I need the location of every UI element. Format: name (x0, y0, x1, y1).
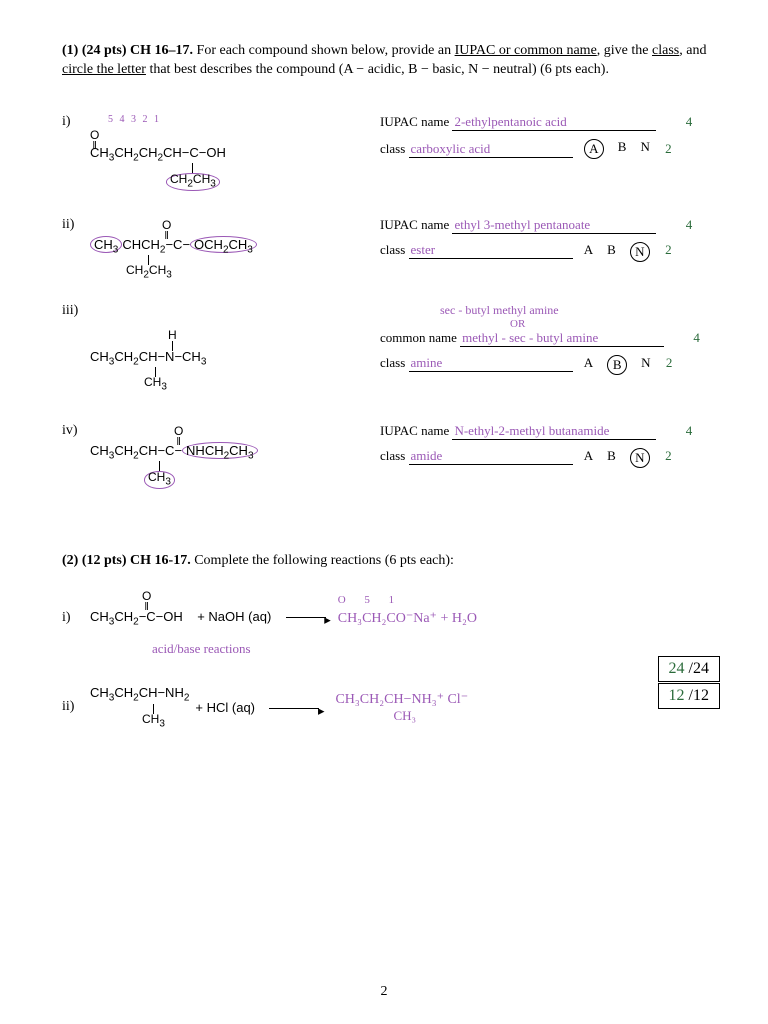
class-label: class (380, 141, 405, 156)
score-q2: 12 /12 (658, 683, 720, 709)
score-q1: 24 /24 (658, 656, 720, 682)
q2-item-ii: ii) CH3CH2CH−NH2 CH3 + HCl (aq) ▸ CH₃CH₂… (62, 685, 718, 729)
item-label: iii) (62, 303, 90, 319)
reaction-product: CH₃CH₂CH−NH₃⁺ Cl⁻ CH₃ (335, 691, 468, 724)
worksheet-page: (1) (24 pts) CH 16–17. For each compound… (0, 0, 768, 729)
arrow-icon: ▸ (286, 617, 326, 618)
q1-item-ii: ii) O‖ CH3CHCH2−C−OCH2CH3 CH2CH3 IUPAC n… (62, 217, 718, 281)
page-number: 2 (0, 984, 768, 1000)
name-answer: 2-ethylpentanoic acid (452, 114, 656, 131)
arrow-icon: ▸ (269, 708, 319, 709)
item-label: iv) (62, 423, 90, 439)
q1-item-iii: iii) H CH3CH2CH−N−CH3 CH3 sec - butyl me… (62, 303, 718, 393)
pts-mark: 4 (686, 114, 693, 129)
reaction-product: O 5 1 CH₃CH₂CO⁻Na⁺ + H₂O (338, 610, 477, 627)
item-label: ii) (62, 217, 90, 233)
name-label: IUPAC name (380, 114, 449, 129)
abn-choice: ABN (584, 139, 650, 159)
q1-header: (1) (24 pts) CH 16–17. For each compound… (62, 42, 718, 80)
item-label: i) (62, 114, 90, 130)
item-label: ii) (62, 699, 90, 715)
alt-answer-note: sec - butyl methyl amine (440, 303, 718, 318)
q1-item-iv: iv) O‖ CH3CH2CH−C−NHCH2CH3 CH3 IUPAC nam… (62, 423, 718, 489)
class-answer: carboxylic acid (409, 141, 573, 158)
reaction-note: acid/base reactions (152, 641, 718, 657)
q2-header: (2) (12 pts) CH 16-17. Complete the foll… (62, 553, 718, 569)
structure-iii: H (90, 327, 380, 351)
q1-header-bold: (1) (24 pts) CH 16–17. (62, 43, 193, 58)
q1-item-i: i) 5 4 3 2 1 O‖ CH3CH2CH2CH−C−OH CH2CH3 … (62, 114, 718, 191)
q2-item-i: i) O‖ CH3CH2−C−OH + NaOH (aq) ▸ O 5 1 CH… (62, 609, 718, 628)
item-label: i) (62, 610, 90, 626)
